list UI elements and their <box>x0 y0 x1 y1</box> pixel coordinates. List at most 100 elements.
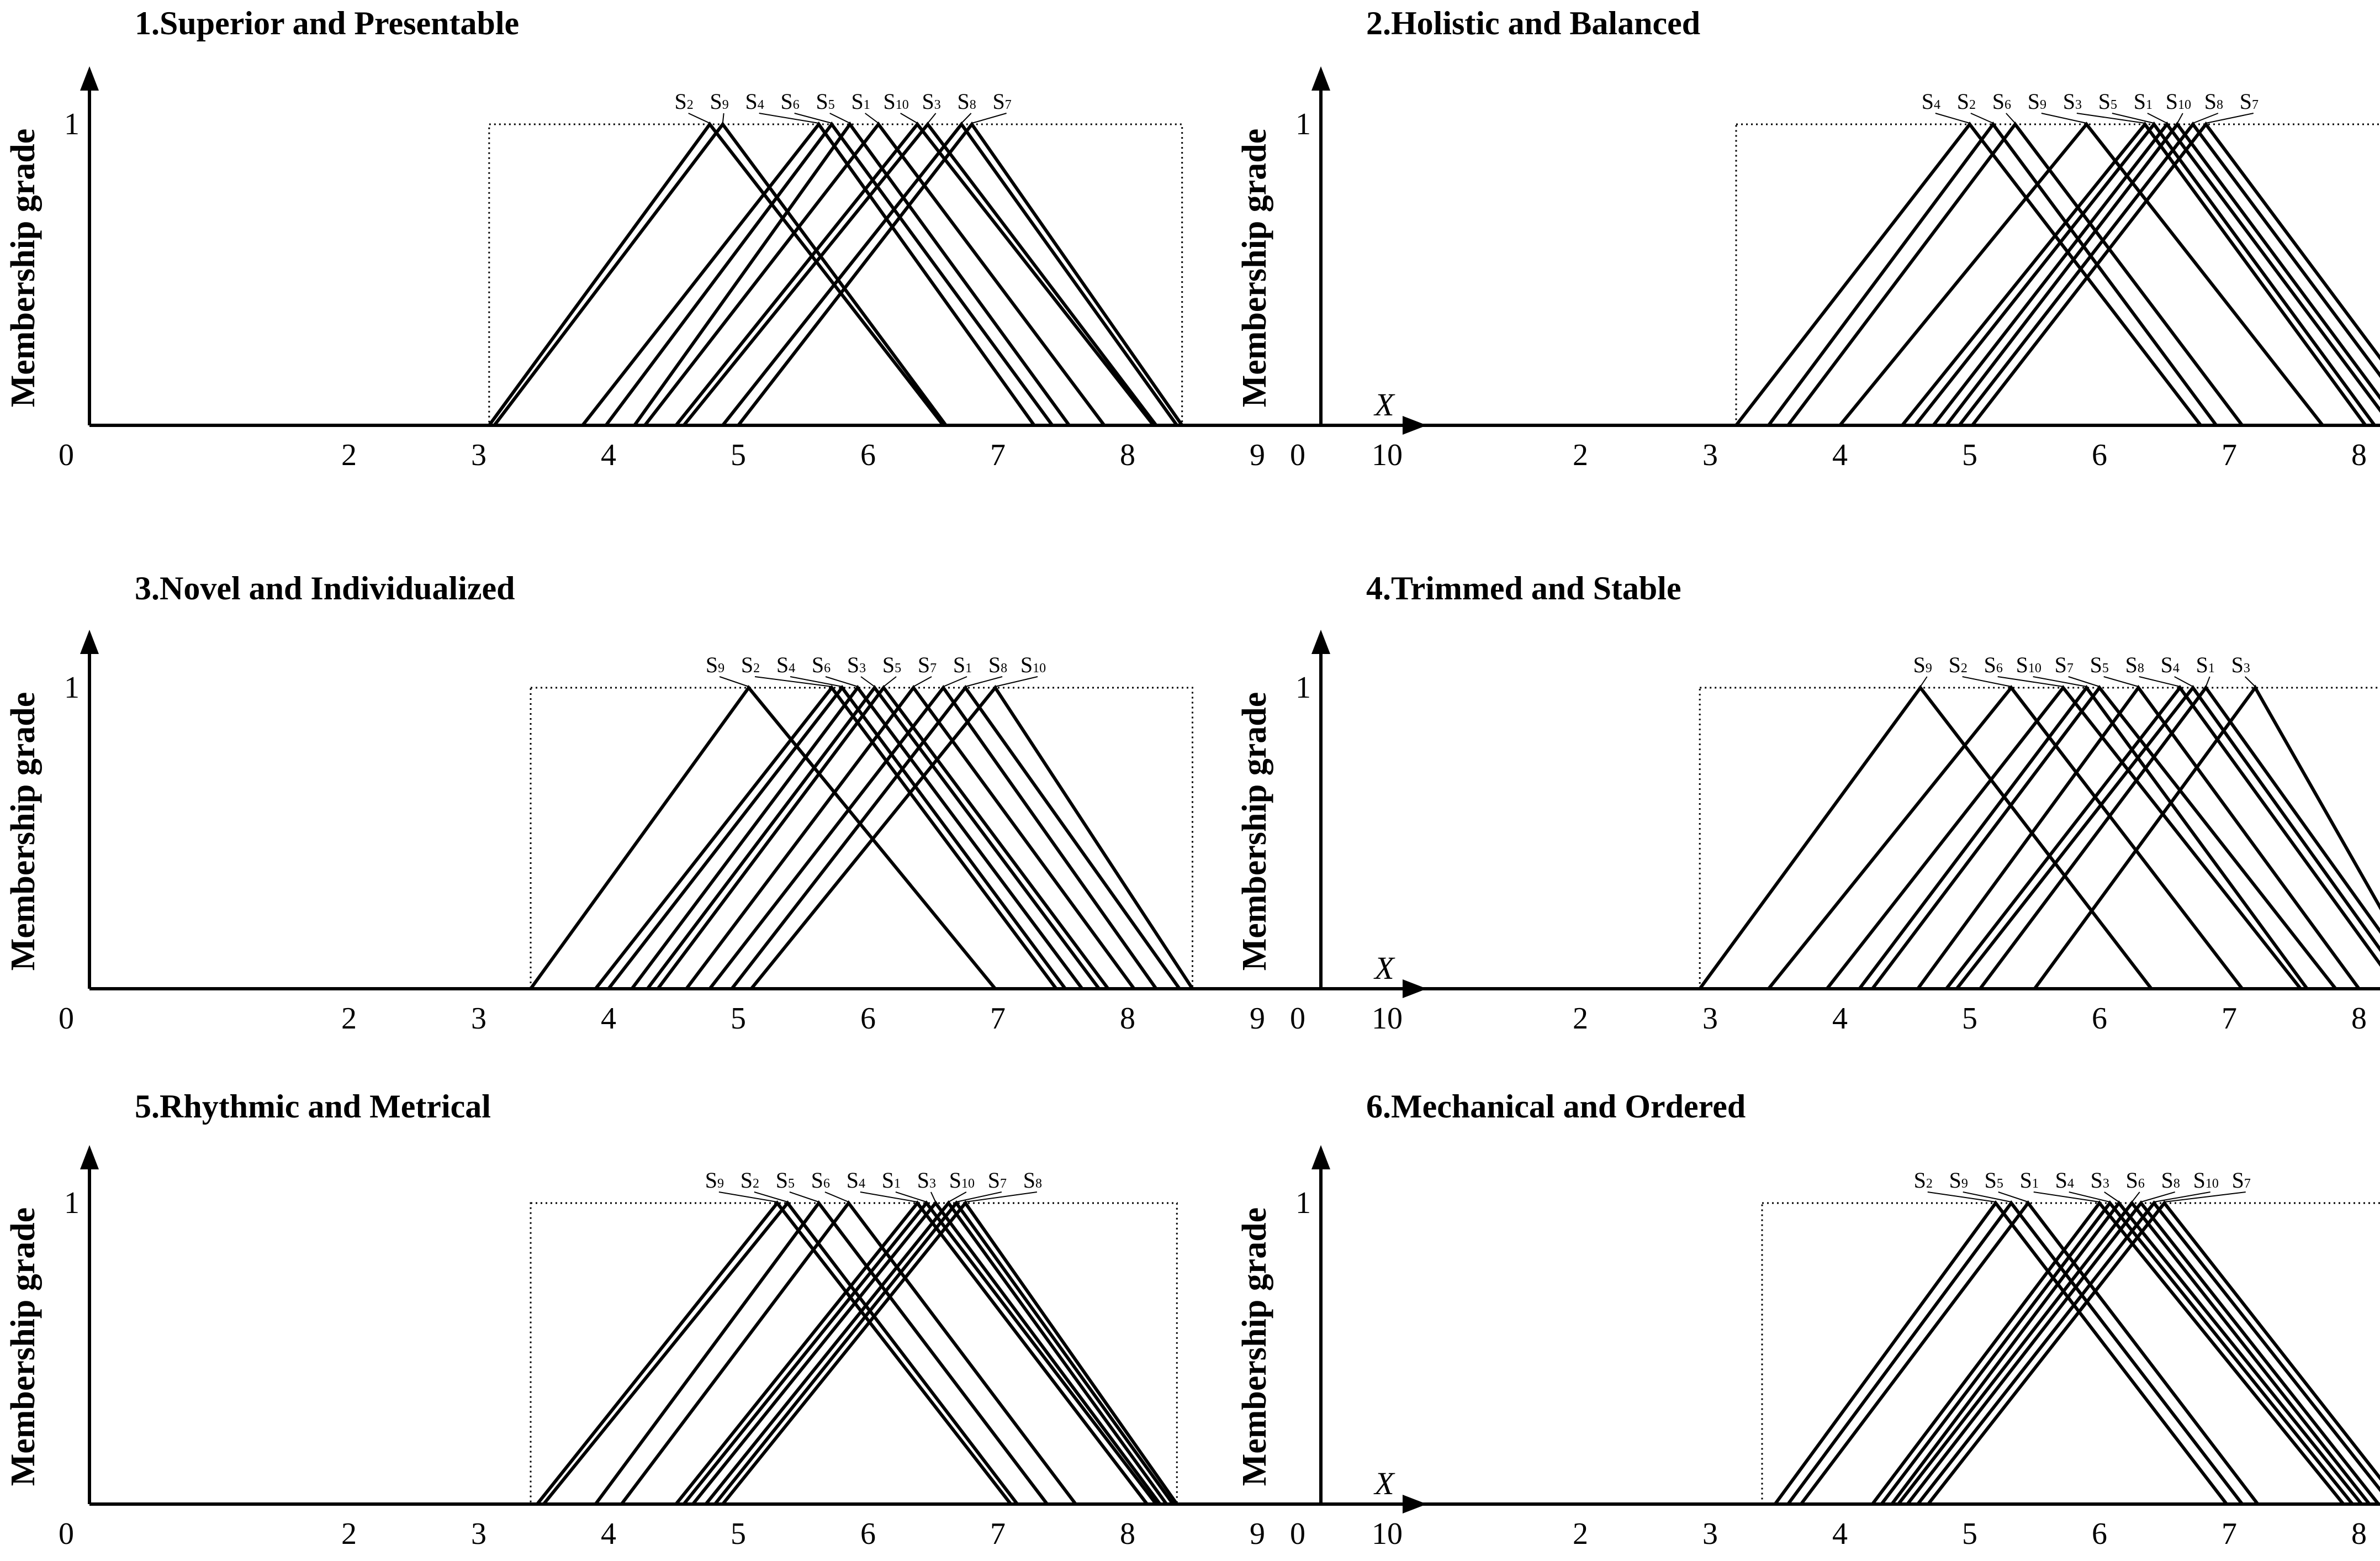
series-s5-label: S5 <box>2090 652 2109 677</box>
series-leader <box>2140 1191 2176 1203</box>
x-tick-label: 3 <box>471 1001 486 1036</box>
series-s5 <box>656 684 1110 990</box>
series-leader <box>2041 113 2087 124</box>
series-s1-label: S1 <box>2196 652 2215 677</box>
series-leader <box>825 676 858 687</box>
x-tick-label: 2 <box>341 1517 357 1551</box>
x-axis-label: X <box>1373 387 1395 423</box>
series-s8-label: S8 <box>2161 1168 2180 1193</box>
series-s5 <box>1913 122 2376 426</box>
y-axis-label: Membership grade <box>1236 1207 1273 1486</box>
series-s8 <box>721 1200 1178 1505</box>
series-s5-label: S5 <box>1985 1168 2003 1193</box>
x-tick-label: 3 <box>471 438 486 472</box>
series-s10 <box>750 684 1194 990</box>
series-s3 <box>1890 1200 2363 1505</box>
series-leader <box>722 113 724 124</box>
series-leader <box>1962 676 2012 687</box>
series-s6-label: S6 <box>2126 1168 2145 1193</box>
x-tick-label: 7 <box>990 438 1006 472</box>
series-leader <box>754 676 832 687</box>
x-tick-label: 0 <box>59 438 74 472</box>
series-s9-label: S9 <box>706 652 724 677</box>
series-s8 <box>1958 122 2380 426</box>
x-tick-label: 8 <box>1120 1517 1135 1551</box>
series-s2 <box>488 122 945 426</box>
y-axis-arrow <box>1311 630 1330 654</box>
series-s6 <box>1897 1200 2371 1505</box>
x-tick-label: 3 <box>1702 1517 1718 1551</box>
series-leader <box>895 1191 927 1203</box>
series-s9-label: S9 <box>710 89 729 114</box>
series-s6-label: S6 <box>1984 652 2003 677</box>
series-leader <box>759 113 819 124</box>
series-s10 <box>1916 1200 2380 1505</box>
series-s1-label: S1 <box>851 89 870 114</box>
series-leader <box>829 113 850 124</box>
series-leader <box>927 113 937 124</box>
series-s1-label: S1 <box>2020 1168 2039 1193</box>
series-s3-label: S3 <box>847 652 866 677</box>
series-s4-label: S4 <box>1922 89 1940 114</box>
series-s3-label: S3 <box>917 1168 936 1193</box>
series-s5 <box>1916 684 2361 990</box>
series-leader <box>2006 113 2016 124</box>
x-tick-label: 9 <box>1250 1517 1265 1551</box>
series-s9 <box>493 122 948 426</box>
series-s7 <box>685 684 1136 990</box>
x-tick-label: 0 <box>1290 1517 1305 1551</box>
x-tick-label: 10 <box>1372 1001 1403 1036</box>
x-tick-label: 2 <box>1573 1001 1588 1036</box>
x-tick-label: 7 <box>990 1517 1006 1551</box>
series-s4-label: S4 <box>776 652 795 677</box>
x-tick-label: 7 <box>2222 438 2237 472</box>
x-tick-label: 0 <box>59 1001 74 1036</box>
series-s4 <box>607 685 1067 990</box>
y-axis-arrow <box>80 1145 99 1169</box>
x-tick-label: 5 <box>731 1001 746 1036</box>
series-s5-label: S5 <box>2098 89 2117 114</box>
series-s7-label: S7 <box>918 652 937 677</box>
series-leader <box>718 1191 778 1203</box>
series-leader <box>794 113 832 124</box>
x-tick-label: 5 <box>1962 1517 1977 1551</box>
series-leader <box>943 676 967 687</box>
x-tick-label: 2 <box>341 1001 357 1036</box>
series-s1 <box>1979 684 2380 990</box>
x-tick-label: 6 <box>2092 1517 2107 1551</box>
series-s7 <box>713 1200 1175 1505</box>
chart-panel-1: 1.Superior and Presentable X Membership gr… <box>4 5 1427 472</box>
series-leader <box>2205 676 2210 687</box>
series-s1 <box>708 684 1158 990</box>
series-s8 <box>1945 685 2380 990</box>
series-s2-label: S2 <box>1957 89 1976 114</box>
y-axis-arrow <box>80 630 99 654</box>
series-leader <box>2174 676 2193 687</box>
series-leader <box>2076 113 2145 124</box>
y-axis-label: Membership grade <box>4 1207 42 1486</box>
x-tick-label: 8 <box>2351 1001 2367 1036</box>
series-s6-label: S6 <box>812 652 831 677</box>
series-s5-label: S5 <box>816 89 835 114</box>
x-tick-label: 9 <box>1250 438 1265 472</box>
series-s6-label: S6 <box>781 89 800 114</box>
x-tick-label: 2 <box>341 438 357 472</box>
series-s5 <box>633 121 1071 426</box>
series-s3 <box>691 1200 1162 1505</box>
series-s1 <box>682 1200 1158 1505</box>
series-s8 <box>1906 1200 2380 1505</box>
series-leader <box>1919 676 1928 687</box>
x-tick-label: 0 <box>1290 1001 1305 1036</box>
series-s4-label: S4 <box>2161 652 2180 677</box>
series-leader <box>2068 676 2100 687</box>
y-tick-label: 1 <box>64 1186 80 1220</box>
series-s4 <box>1880 1200 2354 1505</box>
series-s2-label: S2 <box>1949 652 1968 677</box>
x-tick-label: 2 <box>1573 1517 1588 1551</box>
series-leader <box>2104 1191 2119 1203</box>
series-s7 <box>737 121 1184 426</box>
series-s10-label: S10 <box>949 1168 975 1193</box>
series-s9 <box>1786 1200 2244 1505</box>
series-s5 <box>1800 1200 2260 1505</box>
